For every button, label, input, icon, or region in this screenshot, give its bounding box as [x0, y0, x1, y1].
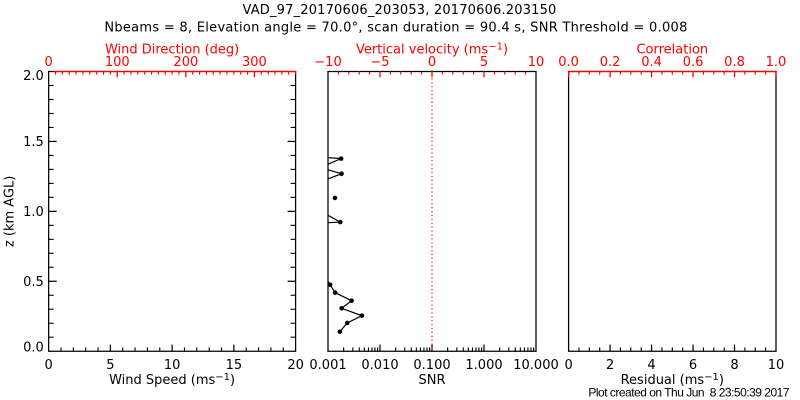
x-tick-label: 20	[287, 358, 304, 373]
secondary-x-tick-label: 0.2	[600, 55, 621, 70]
residual-axis-title: Residual (ms−1)	[621, 372, 724, 388]
x-tick-label: 0	[45, 358, 53, 373]
data-point	[339, 171, 344, 177]
secondary-x-tick-label: 0.0	[558, 55, 579, 70]
data-point	[338, 156, 344, 161]
secondary-x-tick-label: 10	[528, 55, 545, 70]
x-tick-label: 10	[768, 358, 785, 373]
x-tick-label: 0.010	[361, 358, 398, 373]
data-point	[344, 320, 350, 326]
plot-title: VAD_97_20170606_203053, 20170606.203150	[242, 3, 556, 18]
x-tick-label: 0.001	[309, 358, 346, 373]
snr-profile-series	[327, 74, 433, 351]
secondary-x-tick-label: 1.0	[766, 55, 787, 70]
secondary-x-tick-label: 100	[105, 55, 130, 70]
secondary-x-tick-label: 0	[45, 55, 53, 70]
data-point	[339, 305, 344, 311]
data-point	[327, 282, 333, 288]
vertical-velocity-axis-title: Vertical velocity (ms−1)	[356, 41, 508, 57]
data-point	[332, 290, 338, 295]
x-tick-label: 10.000	[513, 358, 559, 373]
y-tick-label: 1.0	[23, 205, 44, 220]
wind-direction-axis-title: Wind Direction (deg)	[105, 43, 239, 58]
profile-line	[327, 280, 364, 333]
x-tick-label: 15	[226, 358, 243, 373]
x-tick-label: 0	[564, 358, 572, 373]
x-tick-label: 0.100	[413, 358, 450, 373]
y-tick-label: 1.5	[23, 135, 44, 150]
y-tick-label: 0.5	[23, 275, 44, 290]
x-tick-label: 6	[689, 358, 697, 373]
created-timestamp: Plot created on Thu Jun 8 23:50:39 2017	[588, 385, 789, 399]
secondary-x-tick-label: 0	[428, 55, 436, 70]
data-point	[332, 195, 338, 201]
secondary-x-tick-label: −10	[314, 55, 341, 70]
correlation-axis-title: Correlation	[636, 43, 708, 58]
x-tick-label: 4	[647, 358, 655, 373]
x-tick-label: 10	[164, 358, 181, 373]
snr-axis-title: SNR	[418, 373, 445, 388]
z-axis-title: z (km AGL)	[3, 176, 18, 247]
x-tick-label: 1.000	[465, 358, 502, 373]
plot-subtitle: Nbeams = 8, Elevation angle = 70.0°, sca…	[104, 21, 687, 36]
wind-speed-axis-title: Wind Speed (ms−1)	[109, 372, 235, 388]
x-tick-label: 5	[106, 358, 114, 373]
secondary-x-tick-label: −5	[370, 55, 389, 70]
x-tick-label: 2	[606, 358, 614, 373]
secondary-x-tick-label: 0.8	[724, 55, 745, 70]
data-point	[349, 298, 354, 304]
data-point	[337, 329, 343, 334]
data-point	[359, 313, 365, 318]
data-point	[337, 219, 343, 225]
secondary-x-tick-label: 200	[173, 55, 198, 70]
y-tick-label: 0.0	[23, 341, 44, 356]
x-tick-label: 8	[730, 358, 738, 373]
secondary-x-tick-label: 300	[242, 55, 267, 70]
secondary-x-tick-label: 5	[480, 55, 488, 70]
secondary-x-tick-label: 0.6	[683, 55, 704, 70]
secondary-x-tick-label: 0.4	[641, 55, 662, 70]
y-tick-label: 2.0	[23, 69, 44, 84]
